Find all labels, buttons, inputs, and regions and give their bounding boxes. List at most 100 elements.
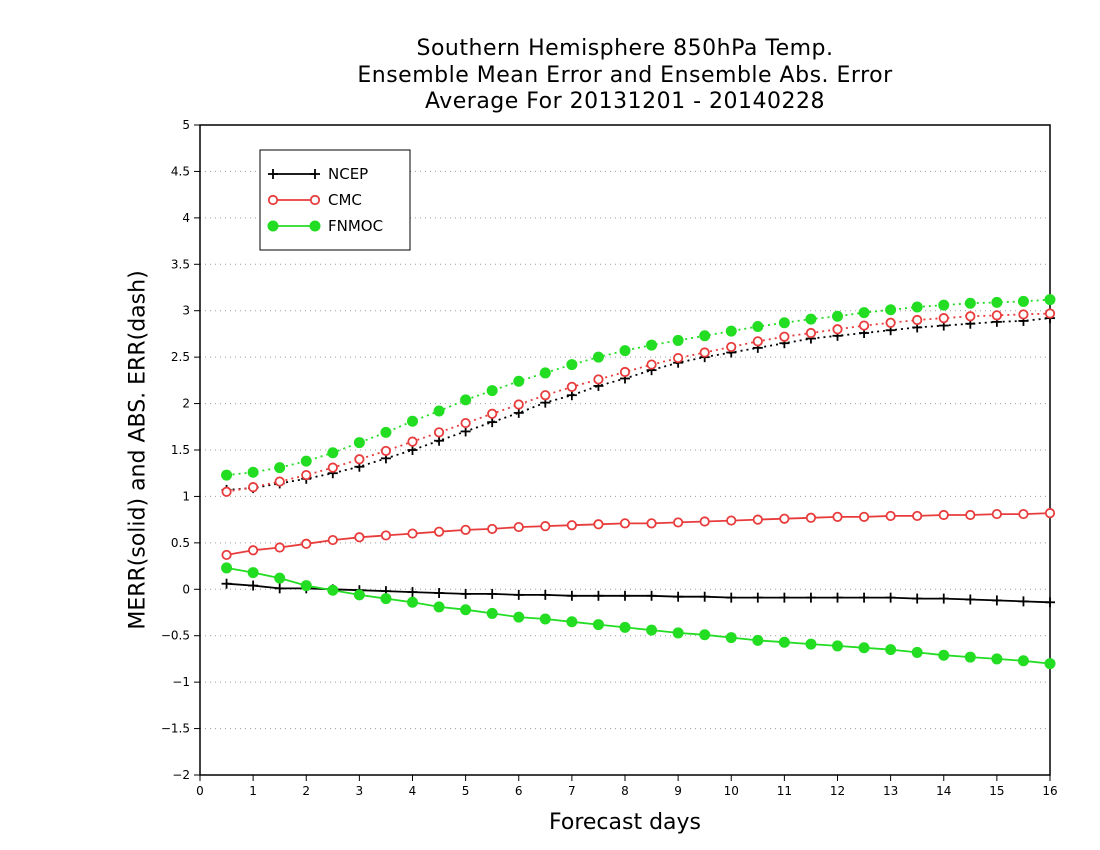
data-point-fnmoc-merr — [672, 627, 684, 639]
data-point-fnmoc-abs-err — [991, 296, 1003, 308]
y-tick-label: 1 — [182, 489, 190, 503]
data-point-fnmoc-merr — [911, 646, 923, 658]
data-point-ncep-merr — [1045, 597, 1055, 608]
data-point-fnmoc-abs-err — [592, 351, 604, 363]
data-point-cmc-merr — [752, 514, 763, 525]
data-point-cmc-merr — [513, 521, 524, 533]
data-point-cmc-abs-err — [885, 317, 896, 328]
data-point-cmc-merr — [965, 509, 976, 521]
data-point-ncep-merr — [620, 590, 630, 601]
data-point-ncep-merr — [752, 592, 763, 603]
data-point-cmc-merr — [460, 524, 471, 535]
data-point-ncep-merr — [487, 588, 498, 599]
x-tick-label: 15 — [989, 784, 1004, 798]
legend-label: NCEP — [328, 165, 368, 183]
data-point-fnmoc-abs-err — [619, 345, 631, 357]
data-point-fnmoc-merr — [858, 642, 870, 654]
data-point-cmc-abs-err — [407, 436, 418, 447]
data-point-fnmoc-merr — [832, 640, 843, 652]
y-tick-label: 0 — [182, 582, 190, 596]
x-tick-label: 14 — [936, 784, 951, 798]
data-point-fnmoc-abs-err — [1017, 295, 1029, 307]
y-tick-label: −1.5 — [161, 722, 190, 736]
data-point-cmc-merr — [327, 534, 338, 546]
y-tick-label: 3 — [182, 304, 190, 318]
data-point-fnmoc-abs-err — [247, 466, 259, 478]
data-point-cmc-merr — [487, 523, 498, 535]
y-tick-label: 5 — [182, 118, 190, 132]
data-point-fnmoc-merr — [433, 601, 445, 613]
x-tick-label: 1 — [249, 784, 257, 798]
y-tick-label: 2.5 — [171, 350, 190, 364]
x-tick-label: 2 — [302, 784, 310, 798]
series-line-cmc-merr — [226, 512, 1051, 556]
data-point-fnmoc-abs-err — [433, 405, 445, 417]
legend-marker — [268, 169, 278, 179]
data-point-ncep-merr — [699, 591, 710, 602]
data-point-cmc-merr — [1018, 508, 1029, 520]
data-point-cmc-abs-err — [912, 314, 923, 326]
data-point-ncep-merr — [859, 592, 870, 603]
grid-layer — [200, 170, 1050, 730]
y-tick-label: 2 — [182, 397, 190, 411]
data-point-fnmoc-abs-err — [460, 394, 472, 406]
data-point-cmc-merr — [619, 518, 631, 529]
data-point-fnmoc-abs-err — [752, 321, 764, 332]
data-point-ncep-merr — [274, 583, 285, 594]
chart-title-line-1: Southern Hemisphere 850hPa Temp. — [416, 36, 834, 61]
data-point-cmc-abs-err — [1018, 309, 1029, 320]
data-point-cmc-abs-err — [673, 352, 684, 364]
data-point-ncep-merr — [779, 592, 790, 603]
data-point-cmc-abs-err — [805, 327, 817, 339]
data-point-fnmoc-abs-err — [885, 304, 897, 316]
y-tick-label: −2 — [172, 768, 190, 782]
data-point-fnmoc-abs-err — [832, 310, 843, 322]
chart-title-line-3: Average For 20131201 - 20140228 — [424, 89, 826, 114]
data-point-cmc-abs-err — [832, 324, 843, 335]
legend-marker — [267, 194, 279, 206]
x-tick-label: 4 — [409, 784, 417, 798]
data-point-ncep-merr — [221, 578, 232, 589]
data-point-cmc-merr — [938, 509, 949, 521]
data-point-fnmoc-merr — [513, 611, 525, 623]
data-point-cmc-merr — [858, 511, 870, 522]
data-point-ncep-merr — [646, 590, 657, 601]
data-point-fnmoc-merr — [1044, 658, 1056, 670]
data-point-cmc-merr — [354, 532, 365, 543]
data-point-fnmoc-merr — [221, 562, 233, 574]
legend: NCEP CMC FNMOC — [259, 149, 411, 251]
legend-marker — [267, 220, 279, 232]
data-point-fnmoc-abs-err — [274, 462, 286, 474]
data-point-cmc-merr — [301, 538, 312, 549]
data-point-cmc-merr — [433, 526, 445, 537]
data-point-ncep-merr — [726, 592, 737, 603]
data-point-fnmoc-abs-err — [539, 367, 551, 379]
data-point-fnmoc-merr — [566, 616, 578, 628]
x-tick-label: 13 — [883, 784, 898, 798]
data-point-fnmoc-merr — [1017, 655, 1029, 667]
ticks-layer: −2−1.5−1−0.500.511.522.533.544.550 1 2 3 4 5 6… — [161, 118, 1058, 798]
y-tick-label: 0.5 — [171, 536, 190, 550]
data-point-ncep-merr — [938, 593, 949, 604]
data-point-cmc-abs-err — [540, 390, 551, 401]
data-point-fnmoc-abs-err — [566, 359, 578, 371]
data-point-fnmoc-merr — [539, 613, 551, 625]
data-point-fnmoc-merr — [964, 651, 976, 663]
data-point-cmc-abs-err — [752, 336, 763, 347]
x-axis-label: Forecast days — [548, 810, 701, 835]
data-point-ncep-merr — [965, 594, 976, 605]
data-point-cmc-merr — [1044, 508, 1056, 519]
data-point-cmc-merr — [912, 510, 923, 522]
data-point-cmc-merr — [805, 512, 817, 523]
data-point-cmc-merr — [726, 515, 737, 526]
data-point-cmc-abs-err — [380, 445, 392, 457]
data-point-cmc-abs-err — [699, 347, 710, 358]
data-point-fnmoc-abs-err — [300, 455, 312, 467]
data-point-fnmoc-abs-err — [911, 301, 923, 313]
series-layer — [221, 294, 1056, 670]
data-point-cmc-merr — [593, 519, 604, 530]
data-point-fnmoc-merr — [407, 596, 418, 608]
data-point-fnmoc-merr — [619, 621, 631, 633]
series-line-ncep-abs-err — [226, 317, 1051, 491]
y-tick-label: −1 — [172, 675, 190, 689]
